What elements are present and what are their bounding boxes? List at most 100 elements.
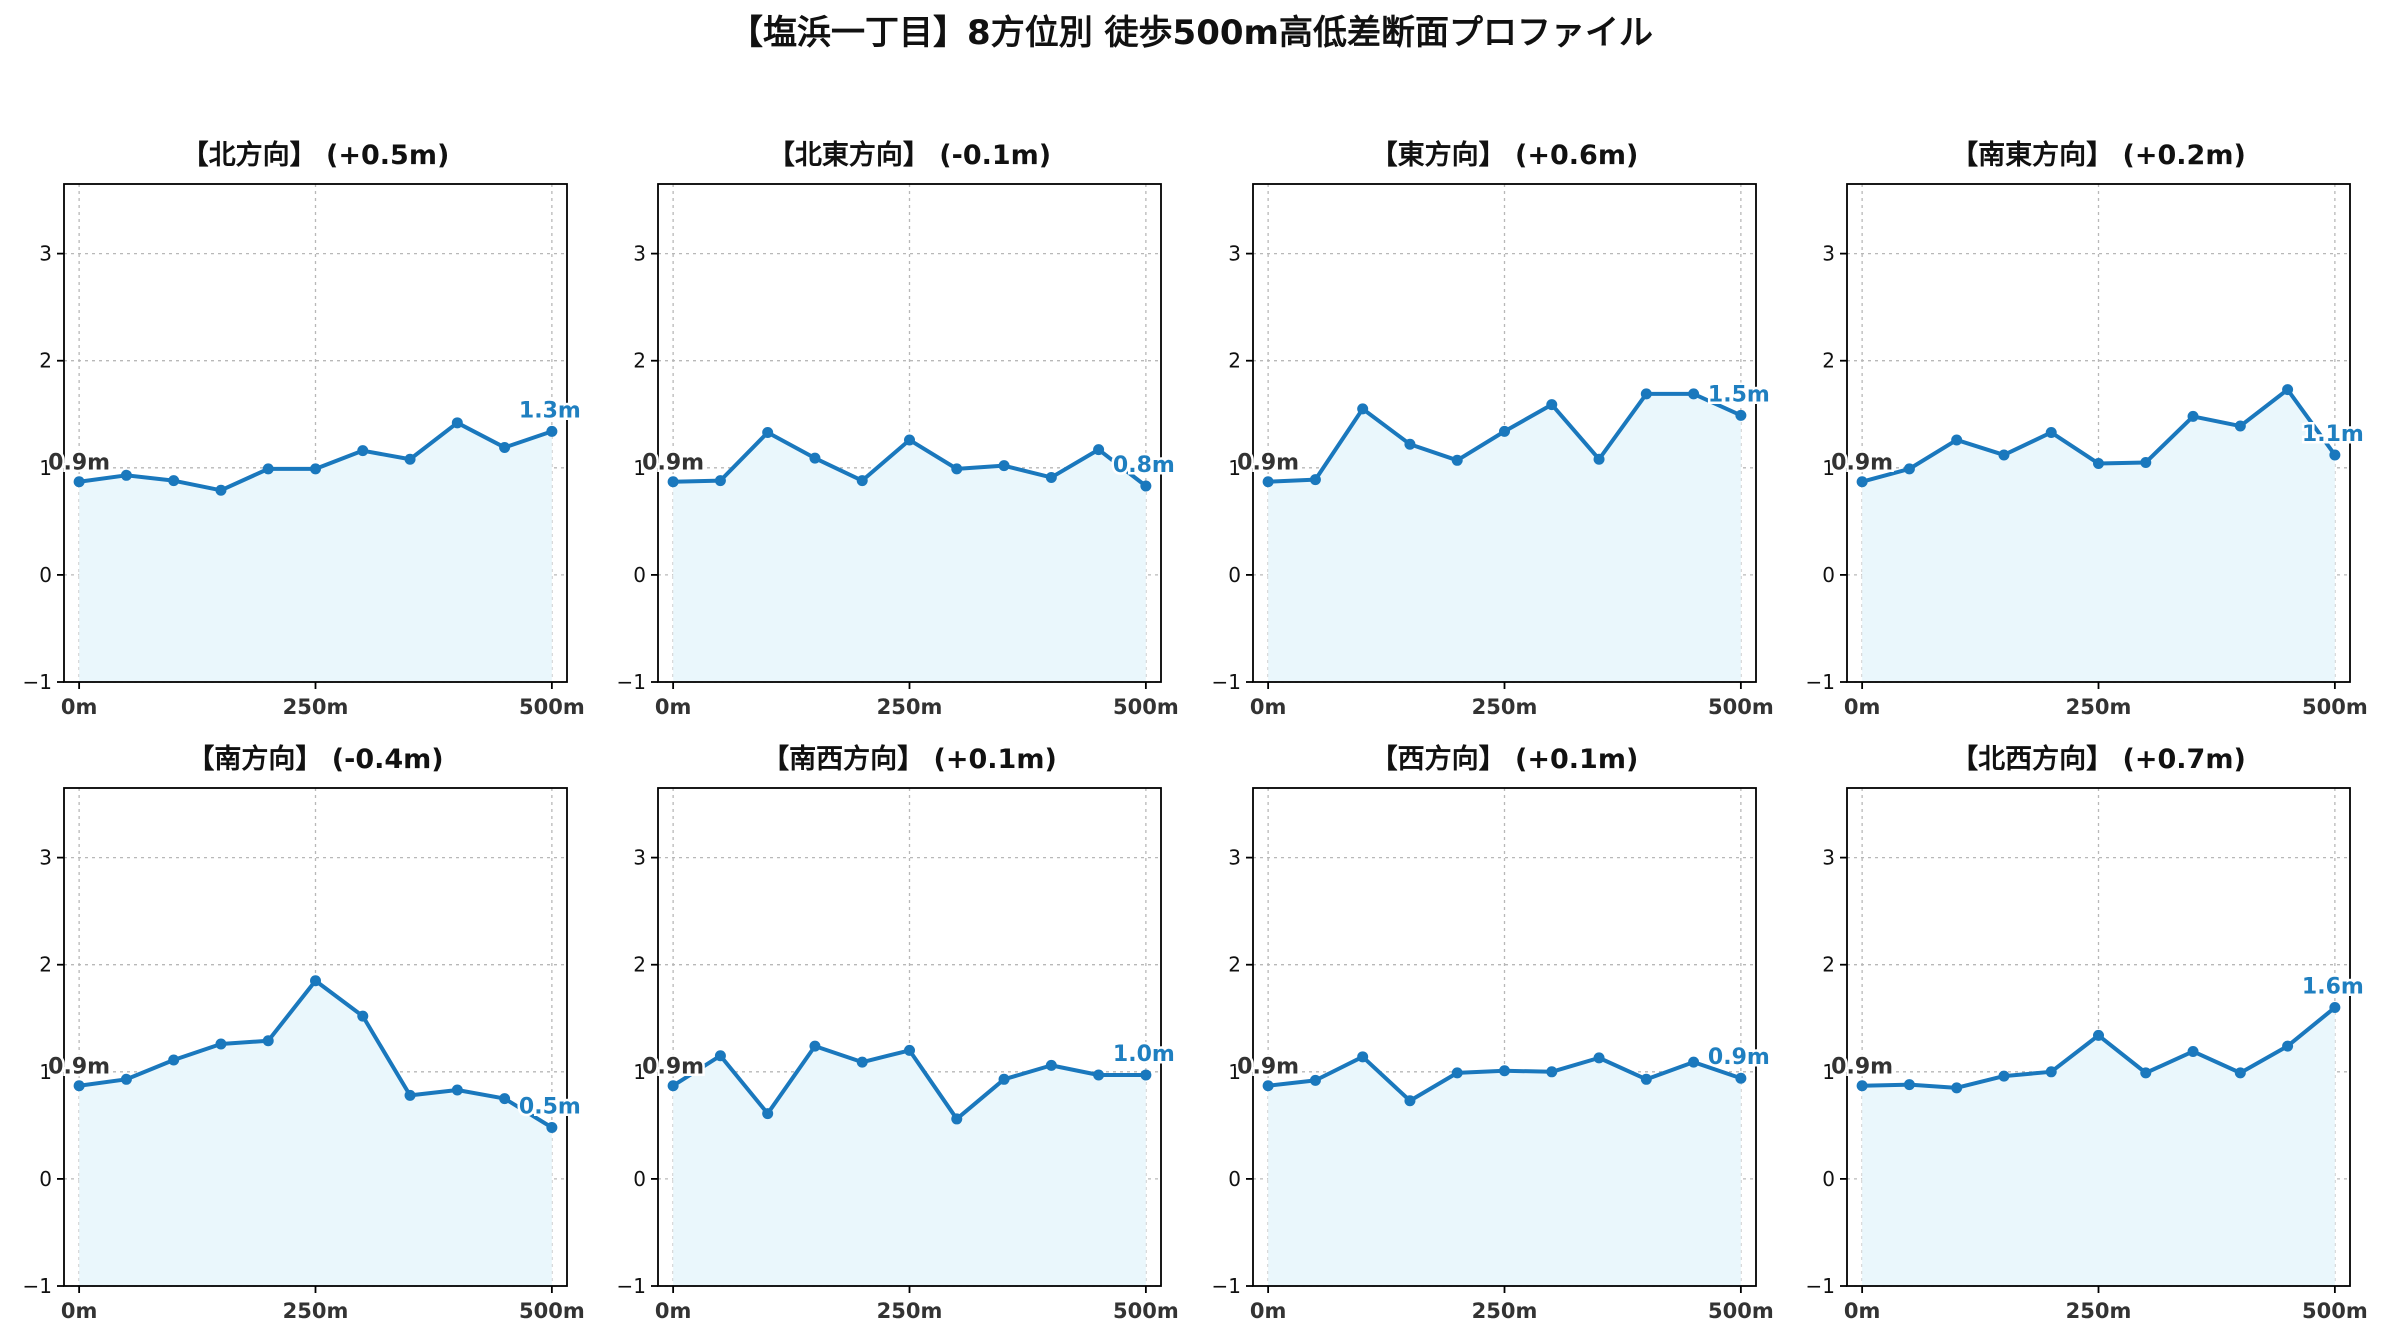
y-tick-label: 3 (1228, 242, 1241, 266)
area-fill (1862, 389, 2335, 682)
end-value-label: 1.1m (2302, 422, 2364, 447)
data-point (120, 469, 132, 481)
y-tick-label: 1 (633, 456, 646, 480)
x-tick-label: 0m (655, 1299, 692, 1323)
panel-nw: 【北西方向】 (+0.7m) −1 0 1 2 3 0m 250m 500m 0.9m 1.6m (1806, 743, 2368, 1323)
x-tick-label: 500m (2302, 695, 2368, 719)
y-tick-label: 2 (1228, 953, 1241, 977)
y-tick-label: 3 (633, 846, 646, 870)
panel-w: 【西方向】 (+0.1m) −1 0 1 2 3 0m 250m 500m 0.9m 0.9m (1212, 743, 1774, 1323)
data-point (2234, 1067, 2246, 1079)
x-tick-label: 250m (283, 695, 349, 719)
data-point (667, 476, 679, 488)
start-value-label: 0.9m (48, 1055, 110, 1080)
y-tick-label: 3 (633, 242, 646, 266)
data-point (1951, 1082, 1963, 1094)
data-point (1404, 1095, 1416, 1107)
data-point (451, 417, 463, 429)
panel-title: 【北東方向】 (-0.1m) (768, 139, 1051, 171)
data-point (357, 1010, 369, 1022)
y-tick-label: 0 (633, 563, 646, 587)
y-tick-label: 2 (39, 953, 52, 977)
data-point (215, 1038, 227, 1050)
data-point (73, 476, 85, 488)
y-tick-label: 3 (1228, 846, 1241, 870)
panel-ne: 【北東方向】 (-0.1m) −1 0 1 2 3 0m 250m 500m 0.9m 0.8m (617, 139, 1179, 719)
y-tick-label: 3 (39, 242, 52, 266)
y-tick-label: 2 (633, 953, 646, 977)
x-tick-label: 250m (877, 695, 943, 719)
y-tick-label: 0 (39, 563, 52, 587)
data-point (1593, 1052, 1605, 1064)
data-point (168, 475, 180, 487)
data-point (951, 463, 963, 475)
data-point (2045, 1066, 2057, 1078)
panel-s: 【南方向】 (-0.4m) −1 0 1 2 3 0m 250m 500m 0.9m 0.5m (23, 743, 585, 1323)
x-tick-label: 500m (1708, 1299, 1774, 1323)
y-tick-label: 2 (633, 349, 646, 373)
data-point (2282, 384, 2294, 396)
x-tick-label: 500m (1113, 695, 1179, 719)
panel-title: 【南東方向】 (+0.2m) (1951, 139, 2246, 171)
y-tick-label: 3 (1822, 846, 1835, 870)
y-tick-label: 2 (1822, 953, 1835, 977)
x-tick-label: 250m (2066, 1299, 2132, 1323)
data-point (1856, 476, 1868, 488)
data-point (1309, 474, 1321, 486)
data-point (1093, 1069, 1105, 1081)
y-tick-label: 0 (633, 1167, 646, 1191)
end-value-label: 1.0m (1113, 1042, 1175, 1067)
x-tick-label: 500m (519, 695, 585, 719)
x-tick-label: 500m (1708, 695, 1774, 719)
data-point (1903, 463, 1915, 475)
x-tick-label: 250m (877, 1299, 943, 1323)
data-point (310, 463, 321, 475)
data-point (1499, 1065, 1510, 1077)
data-point (546, 425, 558, 437)
panel-e: 【東方向】 (+0.6m) −1 0 1 2 3 0m 250m 500m 0.9m 1.5m (1212, 139, 1774, 719)
y-tick-label: 1 (1228, 1060, 1241, 1084)
area-fill (1268, 1056, 1741, 1286)
data-point (951, 1113, 963, 1125)
y-tick-label: 2 (1822, 349, 1835, 373)
data-point (2093, 1029, 2104, 1041)
end-value-label: 1.5m (1708, 382, 1770, 407)
y-tick-label: 1 (633, 1060, 646, 1084)
data-point (714, 1050, 726, 1062)
x-tick-label: 250m (1472, 695, 1538, 719)
panel-title: 【南西方向】 (+0.1m) (762, 743, 1057, 775)
panels: 【北方向】 (+0.5m) −1 0 1 2 3 0m 250m 500m 0.9m 1.3m 【北東… (23, 139, 2368, 1323)
data-point (2282, 1040, 2294, 1052)
data-point (1499, 425, 1510, 437)
data-point (2187, 1045, 2199, 1057)
data-point (357, 445, 369, 457)
data-point (1309, 1074, 1321, 1086)
panel-title: 【西方向】 (+0.1m) (1371, 743, 1639, 775)
data-point (1451, 454, 1463, 466)
data-point (499, 441, 511, 453)
data-point (1093, 444, 1105, 456)
data-point (1140, 480, 1152, 492)
start-value-label: 0.9m (1831, 1055, 1893, 1080)
x-tick-label: 250m (1472, 1299, 1538, 1323)
data-point (1404, 438, 1416, 450)
panel-sw: 【南西方向】 (+0.1m) −1 0 1 2 3 0m 250m 500m 0.9m 1.0m (617, 743, 1179, 1323)
data-point (1451, 1067, 1463, 1079)
start-value-label: 0.9m (642, 451, 704, 476)
start-value-label: 0.9m (48, 451, 110, 476)
data-point (856, 1056, 868, 1068)
data-point (904, 1044, 915, 1056)
data-point (1903, 1079, 1915, 1091)
data-point (762, 1108, 774, 1120)
data-point (1640, 1073, 1652, 1085)
data-point (1688, 1056, 1700, 1068)
y-tick-label: −1 (1212, 1274, 1241, 1298)
data-point (998, 460, 1010, 472)
data-point (310, 975, 321, 987)
panel-title: 【東方向】 (+0.6m) (1371, 139, 1639, 171)
data-point (120, 1073, 132, 1085)
y-tick-label: −1 (1806, 1274, 1835, 1298)
data-point (1357, 403, 1369, 415)
start-value-label: 0.9m (642, 1055, 704, 1080)
area-fill (1862, 1007, 2335, 1286)
